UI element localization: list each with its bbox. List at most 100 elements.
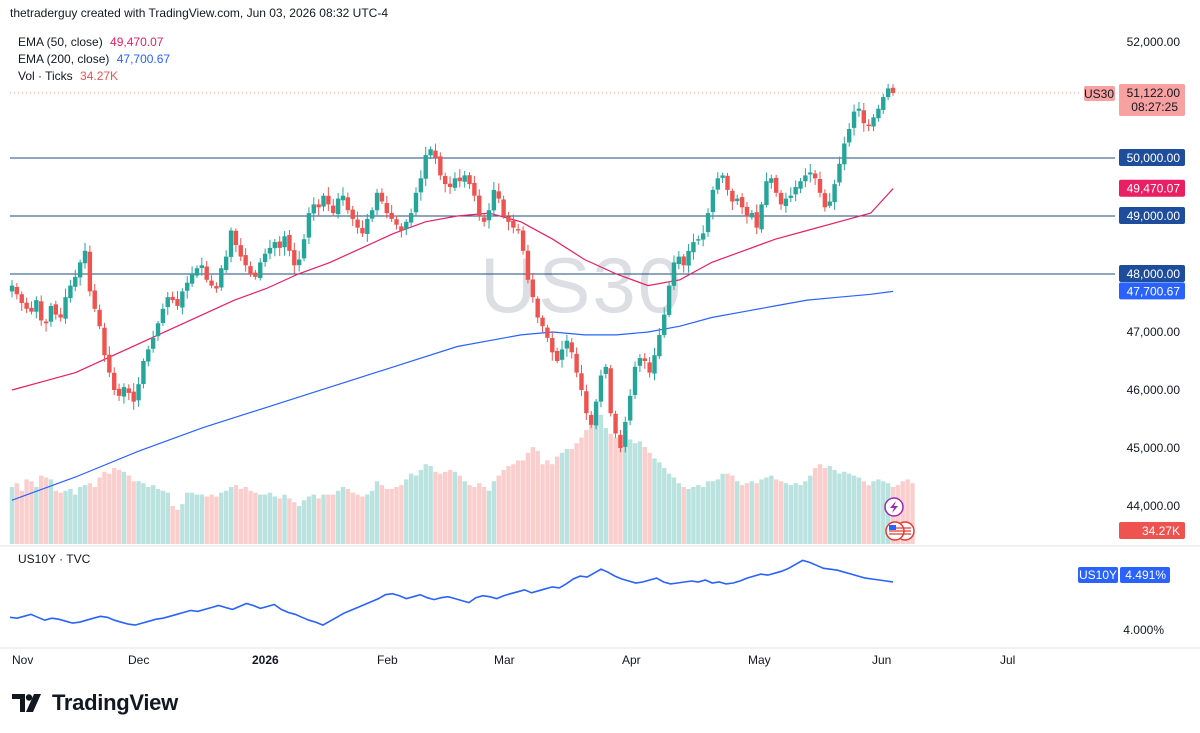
- volume-bar: [155, 488, 161, 544]
- candle-body: [486, 210, 492, 221]
- volume-bar: [146, 487, 151, 544]
- volume-bar: [846, 473, 852, 544]
- candle-body: [258, 262, 263, 278]
- ema50-legend[interactable]: EMA (50, close) 49,470.07: [18, 34, 170, 51]
- volume-bar: [803, 481, 808, 544]
- volume-bar: [311, 494, 316, 544]
- candle-body: [554, 350, 560, 361]
- volume-bar: [676, 483, 682, 544]
- volume-bar: [112, 468, 117, 544]
- price-tick-label: 44,000.00: [1127, 499, 1181, 513]
- candles: [9, 83, 896, 453]
- candle-body: [584, 391, 589, 414]
- candle-body: [822, 193, 828, 208]
- candle-body: [68, 285, 73, 299]
- price-tick-label: 52,000.00: [1127, 35, 1181, 49]
- horizontal-levels: [10, 92, 1115, 275]
- candle-body: [457, 177, 463, 182]
- price-tag-value: 51,122.00: [1127, 86, 1181, 100]
- volume-bar: [175, 509, 180, 544]
- candle-body: [209, 280, 214, 286]
- volume-bar: [331, 494, 336, 544]
- volume-bar: [691, 487, 696, 544]
- candle-body: [189, 274, 195, 284]
- volume-bar: [404, 479, 409, 544]
- candle-body: [700, 233, 706, 240]
- level-tag: 48,000.00: [1127, 267, 1181, 281]
- price-tag-bg: [1119, 84, 1185, 116]
- volume-bar: [116, 469, 122, 544]
- volume-bar: [301, 500, 307, 544]
- candle-body: [778, 192, 784, 205]
- candle-body: [881, 97, 886, 110]
- yield-pane-label: US10Y · TVC: [18, 552, 91, 566]
- volume-bar: [696, 485, 701, 544]
- ema200-legend[interactable]: EMA (200, close) 47,700.67: [18, 51, 170, 68]
- volume-bar: [817, 464, 823, 544]
- candle-body: [238, 245, 243, 257]
- candle-body: [116, 388, 122, 396]
- candle-body: [501, 199, 506, 216]
- volume-bar: [808, 475, 813, 544]
- volume-bar: [881, 481, 886, 544]
- volume-bar: [39, 475, 44, 544]
- candle-body: [540, 317, 545, 327]
- candle-body: [311, 204, 316, 214]
- price-tick-label: 46,000.00: [1127, 383, 1181, 397]
- volume-bar: [121, 471, 127, 544]
- volume-bar: [647, 452, 652, 544]
- candle-body: [253, 272, 258, 277]
- candle-body: [345, 197, 351, 211]
- volume-bar: [778, 481, 784, 544]
- volume-bar: [900, 481, 905, 544]
- volume-bar: [321, 494, 326, 544]
- candle-body: [491, 189, 497, 211]
- volume-bar: [82, 485, 88, 544]
- volume-bar: [564, 449, 570, 544]
- volume-bar: [812, 468, 818, 544]
- volume-bar: [131, 481, 136, 544]
- volume-bar: [530, 447, 536, 544]
- candle-body: [545, 327, 550, 338]
- yield-pane: [0, 545, 1200, 626]
- volume-bar: [486, 490, 492, 544]
- volume-bar: [77, 487, 83, 544]
- volume-bar: [53, 490, 59, 544]
- volume-bar: [559, 452, 565, 544]
- volume-bar: [43, 477, 49, 544]
- volume-bar: [68, 488, 73, 544]
- volume-bar: [194, 494, 200, 544]
- candle-body: [438, 156, 443, 176]
- volume-bar: [769, 475, 774, 544]
- time-tick-label: Jul: [1000, 653, 1015, 667]
- volume-bar: [262, 494, 268, 544]
- candle-body: [433, 150, 438, 158]
- volume-bar: [725, 473, 730, 544]
- candle-body: [155, 323, 161, 337]
- volume-bar: [574, 443, 579, 544]
- candle-body: [452, 178, 458, 188]
- volume-bars: [9, 414, 915, 544]
- volume-bar: [481, 487, 487, 544]
- level-tag-bg: [1119, 265, 1185, 282]
- candle-body: [754, 212, 759, 228]
- candle-body: [355, 219, 360, 228]
- candle-body: [681, 256, 686, 266]
- volume-bar: [97, 477, 102, 544]
- candle-body: [335, 198, 341, 215]
- volume-bar: [233, 485, 239, 544]
- volume-bar: [608, 433, 613, 544]
- volume-bar: [423, 464, 428, 544]
- candle-body: [292, 250, 297, 266]
- volume-bar: [827, 466, 832, 544]
- candle-body: [866, 124, 871, 127]
- candle-body: [112, 372, 117, 390]
- volume-bar: [258, 494, 263, 544]
- candle-body: [773, 177, 779, 193]
- volume-bar: [798, 485, 803, 544]
- volume-bar: [856, 477, 862, 544]
- candle-body: [837, 163, 842, 183]
- volume-legend[interactable]: Vol · Ticks 34.27K: [18, 68, 170, 85]
- candle-body: [331, 205, 336, 214]
